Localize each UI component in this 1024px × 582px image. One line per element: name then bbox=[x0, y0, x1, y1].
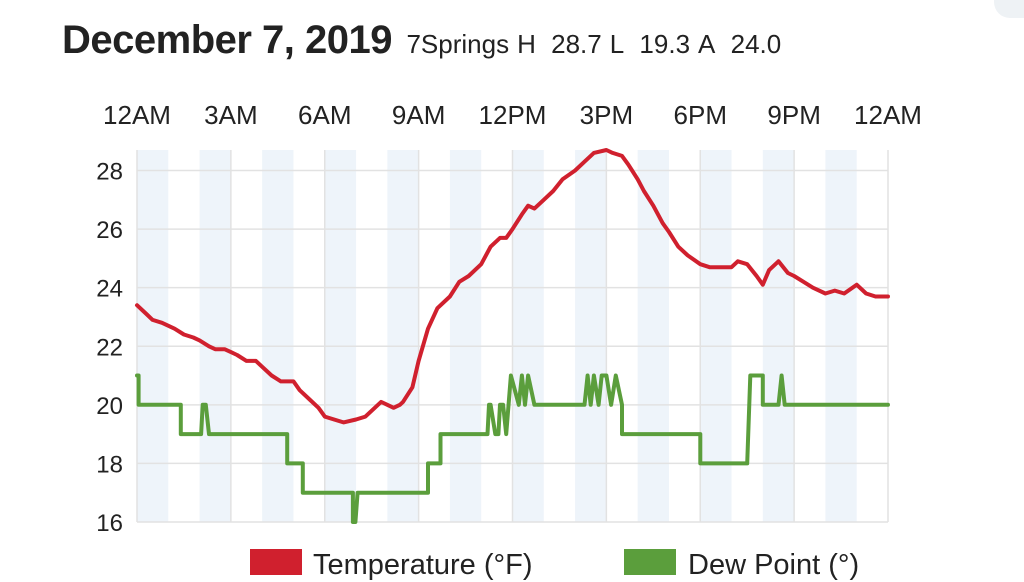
y-tick-label: 24 bbox=[96, 276, 123, 303]
hour-band bbox=[199, 150, 231, 522]
station-name: 7Springs bbox=[406, 29, 510, 59]
x-tick-label: 9AM bbox=[392, 100, 445, 130]
hour-band bbox=[825, 150, 857, 522]
window-corner bbox=[994, 0, 1024, 18]
legend-temperature: Temperature (°F) bbox=[250, 549, 532, 581]
hour-band bbox=[575, 150, 607, 522]
hour-band bbox=[512, 150, 544, 522]
hour-band bbox=[324, 150, 357, 522]
hour-band bbox=[449, 150, 482, 522]
y-tick-label: 28 bbox=[96, 159, 123, 186]
legend-swatch bbox=[250, 549, 302, 575]
x-tick-label: 3AM bbox=[204, 100, 257, 130]
high-label: H bbox=[517, 29, 536, 59]
daily-summary: 7Springs H 28.7 L 19.3 A 24.0 bbox=[406, 29, 789, 59]
y-tick-label: 22 bbox=[96, 334, 123, 361]
legend-swatch bbox=[624, 549, 676, 575]
avg-value: 24.0 bbox=[730, 29, 782, 59]
avg-label: A bbox=[698, 29, 716, 59]
hour-band bbox=[137, 150, 169, 522]
temperature-line bbox=[135, 148, 890, 425]
chart-header: December 7, 2019 7Springs H 28.7 L 19.3 A 2… bbox=[62, 18, 789, 63]
y-tick-label: 18 bbox=[96, 451, 123, 478]
x-tick-label: 6AM bbox=[298, 100, 351, 130]
x-tick-label: 12PM bbox=[479, 100, 547, 130]
high-value: 28.7 bbox=[551, 29, 602, 59]
legend-label: Dew Point (°) bbox=[688, 549, 859, 581]
hour-band bbox=[262, 150, 294, 522]
legend-label: Temperature (°F) bbox=[313, 549, 532, 581]
hour-band bbox=[637, 150, 669, 522]
y-tick-label: 20 bbox=[96, 393, 123, 420]
x-tick-label: 6PM bbox=[674, 100, 727, 130]
low-label: L bbox=[609, 29, 625, 59]
x-tick-label: 12AM bbox=[103, 100, 171, 130]
low-value: 19.3 bbox=[639, 29, 691, 59]
hour-band bbox=[700, 150, 732, 522]
page-title: December 7, 2019 bbox=[62, 18, 393, 62]
x-tick-label: 12AM bbox=[854, 100, 922, 130]
y-tick-label: 26 bbox=[96, 217, 123, 244]
x-tick-label: 9PM bbox=[767, 100, 820, 130]
legend-dew-point: Dew Point (°) bbox=[624, 549, 859, 581]
dew-point-line bbox=[135, 373, 890, 524]
x-tick-label: 3PM bbox=[580, 100, 633, 130]
y-tick-label: 16 bbox=[96, 510, 123, 537]
hour-band bbox=[762, 150, 795, 522]
hour-band bbox=[387, 150, 419, 522]
